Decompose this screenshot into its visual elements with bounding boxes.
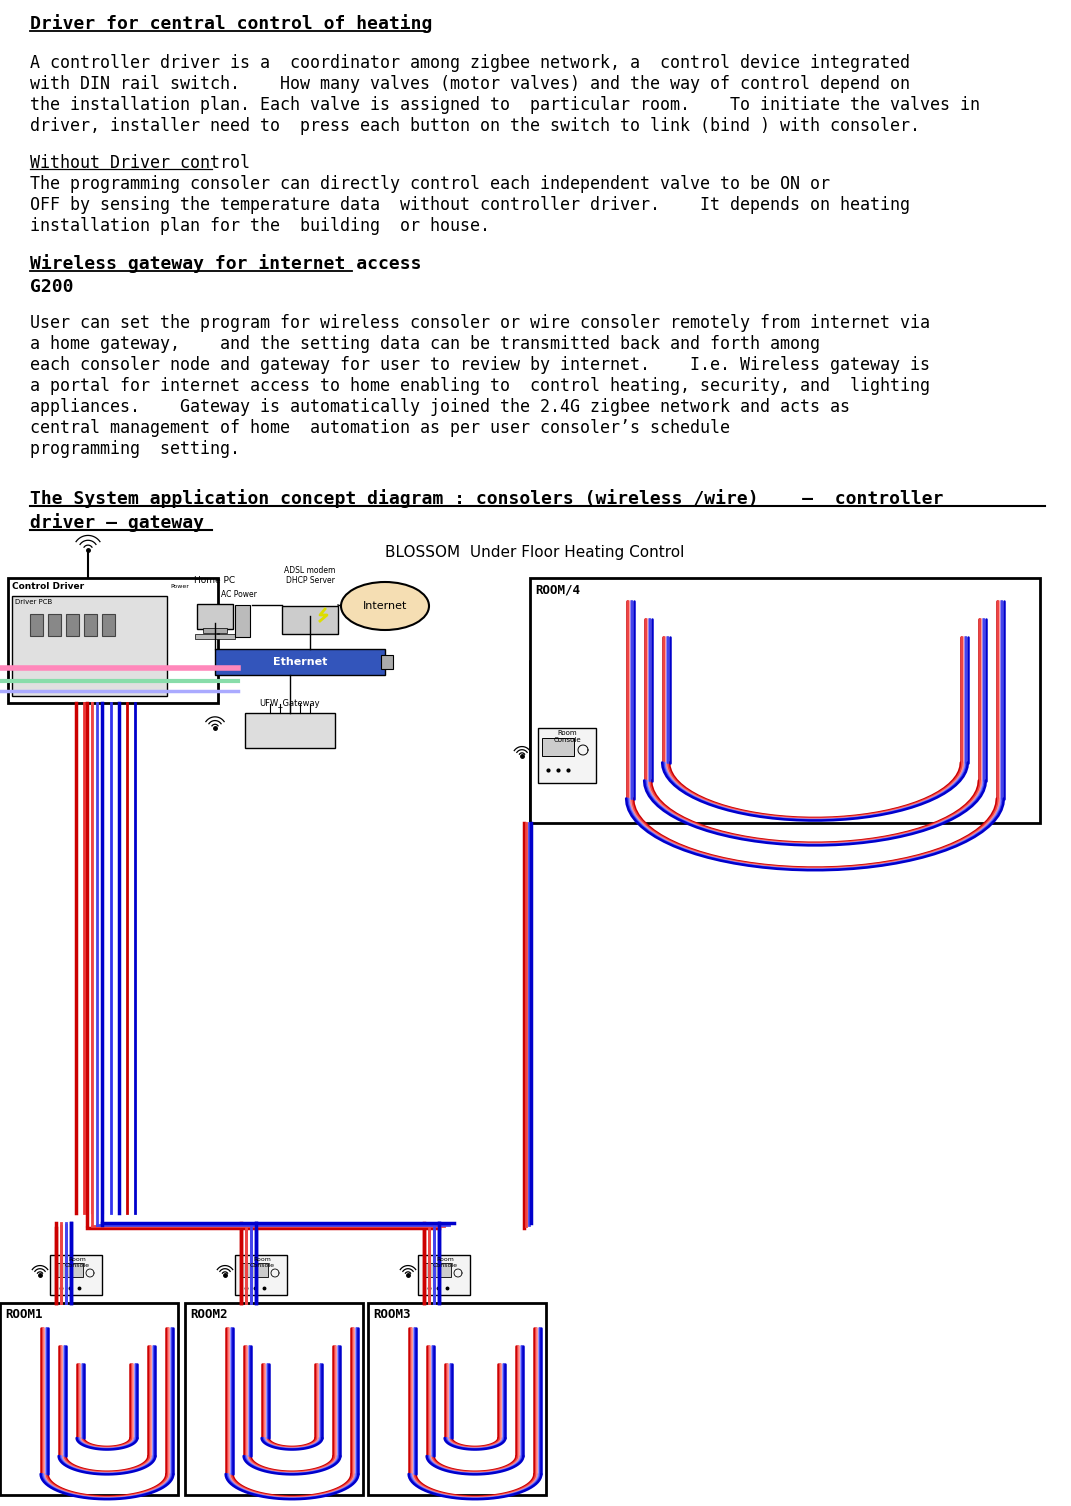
Bar [7, 578, 218, 703]
Text: Home PC: Home PC [195, 575, 236, 584]
Bar [368, 1303, 546, 1495]
Text: Wireless gateway for internet access: Wireless gateway for internet access [30, 255, 422, 273]
Bar [538, 727, 595, 783]
Bar [84, 614, 97, 636]
Text: installation plan for the  building  or house.: installation plan for the building or ho… [30, 217, 491, 235]
Text: Internet: Internet [363, 601, 407, 611]
Text: UFW_Gateway: UFW_Gateway [259, 699, 320, 708]
Text: Driver for central control of heating: Driver for central control of heating [30, 14, 433, 33]
Text: ADSL modem
DHCP Server: ADSL modem DHCP Server [284, 566, 335, 584]
Bar [245, 712, 335, 748]
Text: ROOM2: ROOM2 [190, 1309, 227, 1321]
Text: OFF by sensing the temperature data  without controller driver.    It depends on: OFF by sensing the temperature data with… [30, 196, 910, 214]
Text: a portal for internet access to home enabling to  control heating, security, and: a portal for internet access to home ena… [30, 376, 930, 395]
Bar [12, 596, 167, 696]
Bar [215, 649, 384, 675]
Bar [66, 614, 79, 636]
Bar [282, 605, 338, 634]
Text: ROOM1: ROOM1 [5, 1309, 43, 1321]
Bar [240, 1264, 268, 1277]
Bar [0, 1303, 178, 1495]
Text: ROOM/4: ROOM/4 [536, 583, 580, 596]
Ellipse shape [341, 581, 429, 630]
Bar [423, 1264, 451, 1277]
Bar [197, 604, 233, 630]
Text: Control Driver: Control Driver [12, 581, 85, 590]
Text: each consoler node and gateway for user to review by internet.    I.e. Wireless : each consoler node and gateway for user … [30, 355, 930, 373]
Bar [203, 628, 227, 633]
Text: AC Power: AC Power [221, 590, 257, 599]
Bar [30, 614, 43, 636]
Text: a home gateway,    and the setting data can be transmitted back and forth among: a home gateway, and the setting data can… [30, 334, 820, 352]
Text: Driver PCB: Driver PCB [15, 599, 52, 605]
Text: The System application concept diagram : consolers (wireless /wire)    –  contro: The System application concept diagram :… [30, 489, 944, 508]
Bar [102, 614, 115, 636]
Text: Room
Console: Room Console [250, 1258, 274, 1268]
Text: The programming consoler can directly control each independent valve to be ON or: The programming consoler can directly co… [30, 175, 830, 193]
Bar [55, 1264, 82, 1277]
Bar [50, 1254, 102, 1295]
Bar [542, 738, 574, 756]
Text: ROOM3: ROOM3 [373, 1309, 410, 1321]
Text: Without Driver control: Without Driver control [30, 154, 250, 172]
Text: G200: G200 [30, 279, 74, 297]
Bar [381, 655, 393, 669]
Text: the installation plan. Each valve is assigned to  particular room.    To initiat: the installation plan. Each valve is ass… [30, 96, 980, 114]
Bar [195, 634, 235, 639]
Bar [530, 578, 1040, 822]
Text: Room
Console: Room Console [433, 1258, 457, 1268]
Text: Room
Console: Room Console [64, 1258, 90, 1268]
Text: A controller driver is a  coordinator among zigbee network, a  control device in: A controller driver is a coordinator amo… [30, 54, 910, 72]
Text: driver, installer need to  press each button on the switch to link (bind ) with : driver, installer need to press each but… [30, 117, 920, 136]
Bar [185, 1303, 363, 1495]
Text: Room
Console: Room Console [554, 730, 580, 742]
Text: Ethernet: Ethernet [273, 657, 327, 667]
Text: BLOSSOM  Under Floor Heating Control: BLOSSOM Under Floor Heating Control [386, 545, 684, 560]
Text: User can set the program for wireless consoler or wire consoler remotely from in: User can set the program for wireless co… [30, 313, 930, 331]
Bar [48, 614, 61, 636]
Text: driver – gateway: driver – gateway [30, 514, 203, 532]
Bar [418, 1254, 470, 1295]
Text: appliances.    Gateway is automatically joined the 2.4G zigbee network and acts : appliances. Gateway is automatically joi… [30, 398, 850, 416]
Text: with DIN rail switch.    How many valves (motor valves) and the way of control d: with DIN rail switch. How many valves (m… [30, 75, 910, 93]
Bar [235, 605, 250, 637]
Bar [235, 1254, 287, 1295]
Text: Power: Power [170, 584, 188, 589]
Text: central management of home  automation as per user consoler’s schedule: central management of home automation as… [30, 419, 730, 437]
Text: programming  setting.: programming setting. [30, 440, 240, 458]
